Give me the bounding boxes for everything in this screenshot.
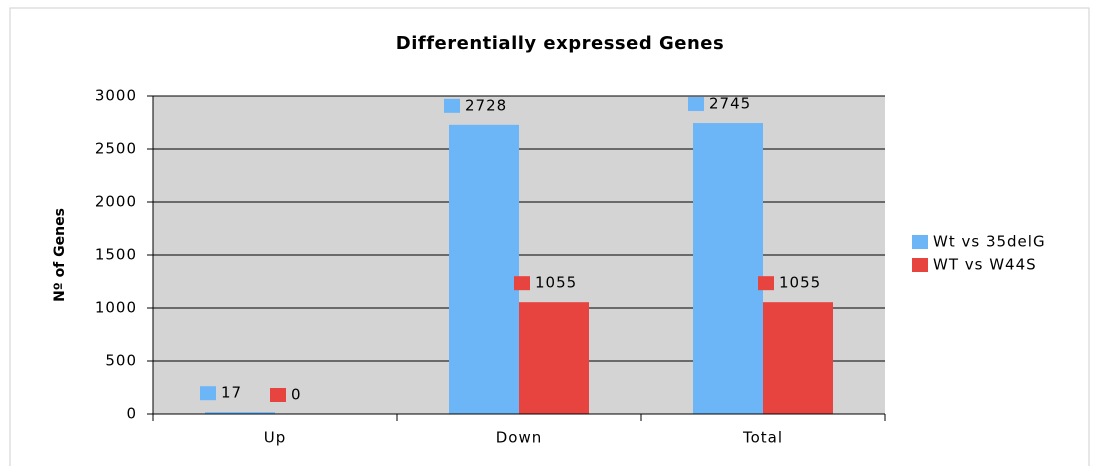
y-tick-label: 2500 xyxy=(95,140,137,158)
label-key xyxy=(758,276,774,291)
y-tick-label: 2000 xyxy=(95,193,137,211)
legend-label: WT vs W44S xyxy=(933,256,1037,274)
x-tick-label: Total xyxy=(742,429,783,447)
data-label: 1055 xyxy=(779,274,821,292)
legend-label: Wt vs 35delG xyxy=(933,233,1046,251)
legend-key xyxy=(912,235,928,249)
x-tick-label: Up xyxy=(264,429,287,447)
y-tick-label: 0 xyxy=(126,405,137,423)
y-tick-label: 1000 xyxy=(95,299,137,317)
bar xyxy=(449,124,519,414)
label-key xyxy=(200,386,216,401)
y-axis-label: Nº of Genes xyxy=(52,208,68,302)
label-key xyxy=(270,388,286,402)
label-key xyxy=(688,97,704,112)
bar xyxy=(519,302,589,414)
data-label: 2745 xyxy=(709,95,751,113)
chart-title: Differentially expressed Genes xyxy=(396,33,724,54)
label-key xyxy=(514,276,530,291)
bar xyxy=(763,302,833,414)
data-label: 0 xyxy=(291,386,302,404)
data-label: 1055 xyxy=(535,274,577,292)
y-tick-label: 500 xyxy=(105,352,137,370)
label-key xyxy=(444,98,460,113)
bar xyxy=(205,412,275,414)
legend-key xyxy=(912,258,928,272)
x-tick-label: Down xyxy=(496,429,543,447)
data-label: 17 xyxy=(221,384,242,402)
bar xyxy=(693,123,763,414)
data-label: 2728 xyxy=(465,96,507,114)
y-tick-label: 3000 xyxy=(95,87,137,105)
y-tick-label: 1500 xyxy=(95,246,137,264)
